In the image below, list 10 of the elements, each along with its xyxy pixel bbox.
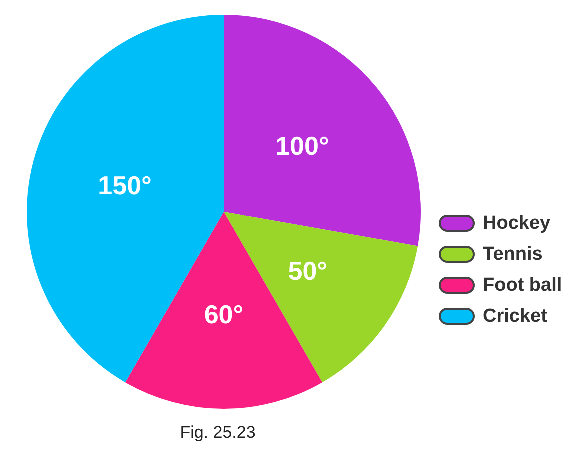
data-label: 150° bbox=[98, 170, 152, 200]
caption: Fig. 25.23 bbox=[179, 423, 257, 443]
legend-label: Tennis bbox=[483, 244, 543, 266]
legend-label: Cricket bbox=[483, 306, 548, 328]
pie-slice bbox=[224, 15, 421, 246]
data-label: 50° bbox=[288, 256, 328, 286]
legend-label: Foot ball bbox=[483, 274, 562, 296]
data-label: 60° bbox=[204, 299, 244, 330]
legend-label: Hockey bbox=[483, 212, 551, 234]
data-label: 100° bbox=[276, 131, 330, 162]
